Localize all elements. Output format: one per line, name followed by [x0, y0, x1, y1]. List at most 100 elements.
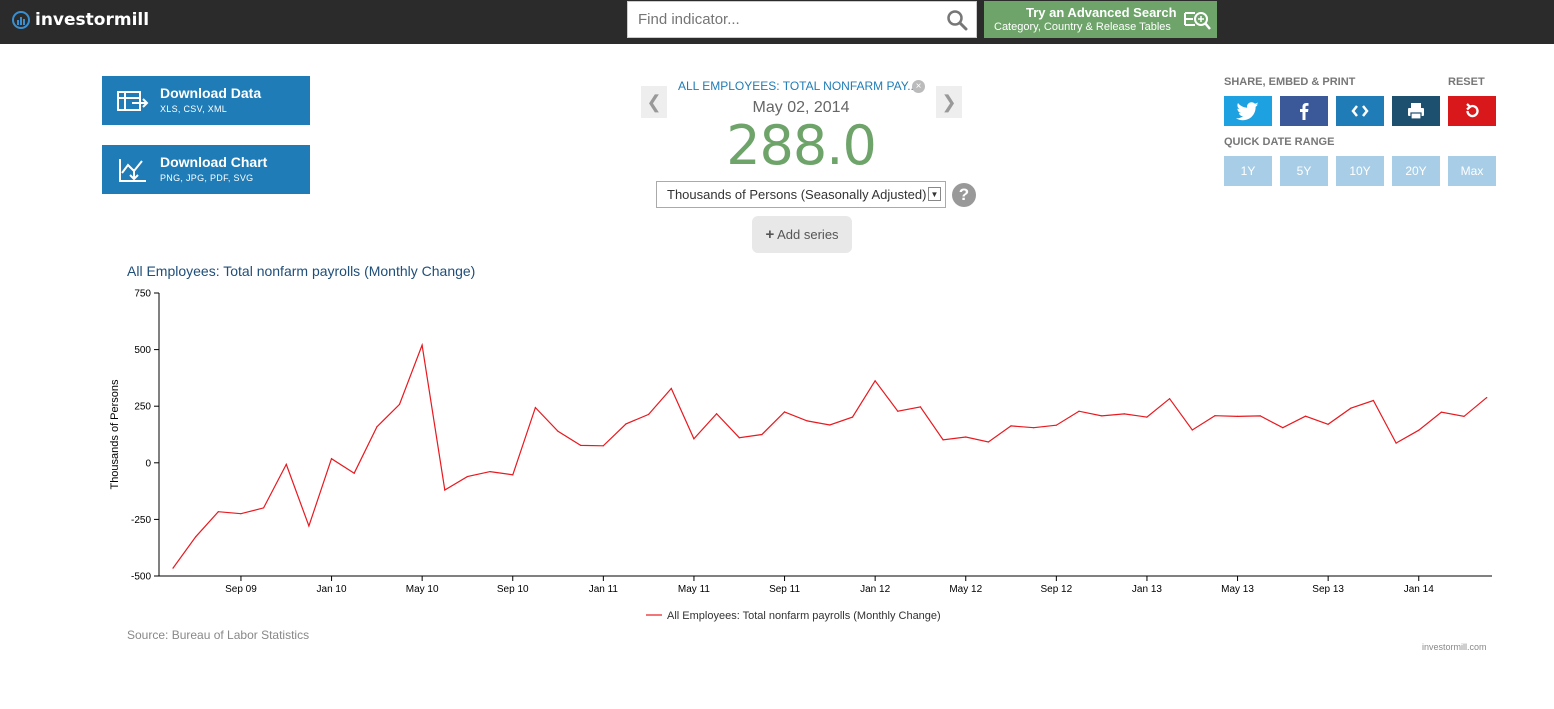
download-data-title: Download Data: [160, 85, 262, 101]
data-point: [806, 420, 808, 422]
data-point: [919, 406, 922, 408]
site-logo[interactable]: investormill: [12, 10, 149, 30]
advanced-search-button[interactable]: Try an Advanced Search Category, Country…: [984, 1, 1217, 38]
download-data-button[interactable]: Download Data XLS, CSV, XML: [102, 76, 310, 125]
data-point: [829, 424, 831, 426]
data-point: [330, 458, 333, 460]
previous-series-arrow[interactable]: ❮: [641, 86, 667, 118]
y-tick-label: -250: [131, 515, 151, 526]
data-point: [874, 380, 876, 382]
units-select[interactable]: Thousands of Persons (Seasonally Adjuste…: [656, 181, 946, 208]
data-point: [172, 567, 174, 569]
embed-code-icon: [1351, 105, 1369, 117]
top-bar: investormill Try an Advanced Search Cate…: [0, 0, 1554, 44]
search-input[interactable]: [628, 2, 938, 37]
search-icon[interactable]: [946, 9, 968, 31]
facebook-icon: [1300, 103, 1309, 120]
observation-date: May 02, 2014: [752, 99, 850, 116]
help-icon[interactable]: ?: [952, 183, 976, 207]
x-tick-label: Jan 11: [589, 584, 619, 595]
quick-date-label: QUICK DATE RANGE: [1224, 136, 1335, 148]
data-point: [1304, 415, 1307, 417]
download-data-formats: XLS, CSV, XML: [160, 104, 228, 114]
reset-button[interactable]: [1448, 96, 1496, 126]
x-tick-label: Sep 10: [497, 584, 529, 595]
twitter-share-button[interactable]: [1224, 96, 1272, 126]
payrolls-line-chart: 750 500 250 0 -250 -500 Sep 09 Jan 10 May 10 Sep …: [109, 289, 1492, 622]
range-20y-button[interactable]: 20Y: [1392, 156, 1440, 186]
data-point: [195, 536, 197, 538]
plus-icon: +: [765, 226, 775, 243]
share-section-label: SHARE, EMBED & PRINT: [1224, 76, 1356, 88]
data-point: [1146, 416, 1148, 418]
series-name-link[interactable]: ALL EMPLOYEES: TOTAL NONFARM PAY...: [678, 79, 918, 93]
data-point: [444, 489, 446, 491]
data-point: [263, 507, 265, 509]
data-point: [1214, 415, 1216, 417]
data-point: [1259, 415, 1261, 417]
range-5y-button[interactable]: 5Y: [1280, 156, 1328, 186]
data-point: [1282, 427, 1284, 429]
data-point: [1350, 407, 1352, 409]
data-point: [240, 513, 242, 515]
data-point: [987, 441, 990, 443]
x-tick-label: May 11: [678, 584, 710, 595]
x-tick-label: Sep 12: [1040, 584, 1072, 595]
chart-source: Source: Bureau of Labor Statistics: [127, 628, 310, 642]
data-point: [580, 444, 582, 446]
y-tick-label: 500: [134, 345, 151, 356]
series-line: [172, 342, 1488, 569]
x-tick-label: Jan 12: [860, 584, 890, 595]
range-10y-button[interactable]: 10Y: [1336, 156, 1384, 186]
data-point: [1463, 415, 1465, 417]
remove-series-icon[interactable]: ×: [912, 80, 925, 93]
y-tick-label: -500: [131, 572, 151, 583]
embed-button[interactable]: [1336, 96, 1384, 126]
data-point: [1327, 423, 1329, 425]
data-point: [625, 423, 627, 425]
y-tick-label: 250: [134, 402, 151, 413]
data-point: [738, 437, 740, 439]
twitter-icon: [1236, 102, 1259, 121]
advanced-search-title: Try an Advanced Search: [1026, 5, 1177, 20]
data-point: [1078, 410, 1080, 412]
data-point: [557, 430, 559, 432]
data-point: [670, 387, 672, 390]
data-point: [602, 445, 604, 447]
data-point: [1372, 399, 1374, 402]
y-axis-label: Thousands of Persons: [109, 379, 121, 490]
advanced-search-subtitle: Category, Country & Release Tables: [994, 21, 1171, 33]
latest-value: 288.0: [726, 114, 877, 177]
data-point: [534, 407, 537, 409]
next-series-arrow[interactable]: ❯: [936, 86, 962, 118]
data-point: [1033, 427, 1035, 429]
range-1y-button[interactable]: 1Y: [1224, 156, 1272, 186]
logo-icon: [12, 11, 30, 29]
chart-title: All Employees: Total nonfarm payrolls (M…: [127, 263, 476, 279]
facebook-share-button[interactable]: [1280, 96, 1328, 126]
x-tick-label: Sep 11: [769, 584, 800, 595]
data-point: [1418, 429, 1420, 431]
data-point: [648, 413, 650, 415]
data-point: [761, 433, 763, 436]
x-tick-label: May 13: [1221, 584, 1254, 595]
download-chart-button[interactable]: Download Chart PNG, JPG, PDF, SVG: [102, 145, 310, 194]
data-point: [466, 476, 468, 478]
data-point: [897, 410, 899, 412]
logo-text: investormill: [35, 10, 150, 30]
add-series-button[interactable]: + Add series: [752, 216, 852, 253]
data-point: [376, 426, 378, 428]
print-icon: [1408, 103, 1424, 120]
print-button[interactable]: [1392, 96, 1440, 126]
data-point: [1123, 413, 1125, 415]
data-point: [1169, 398, 1171, 400]
range-max-button[interactable]: Max: [1448, 156, 1496, 186]
x-tick-label: Jan 14: [1404, 584, 1434, 595]
data-point: [1236, 415, 1239, 417]
chart-credit[interactable]: investormill.com: [1422, 642, 1487, 652]
data-point: [398, 403, 401, 405]
data-point: [716, 413, 718, 415]
y-tick-label: 750: [134, 289, 151, 300]
data-point: [512, 474, 514, 476]
data-point: [421, 344, 423, 346]
